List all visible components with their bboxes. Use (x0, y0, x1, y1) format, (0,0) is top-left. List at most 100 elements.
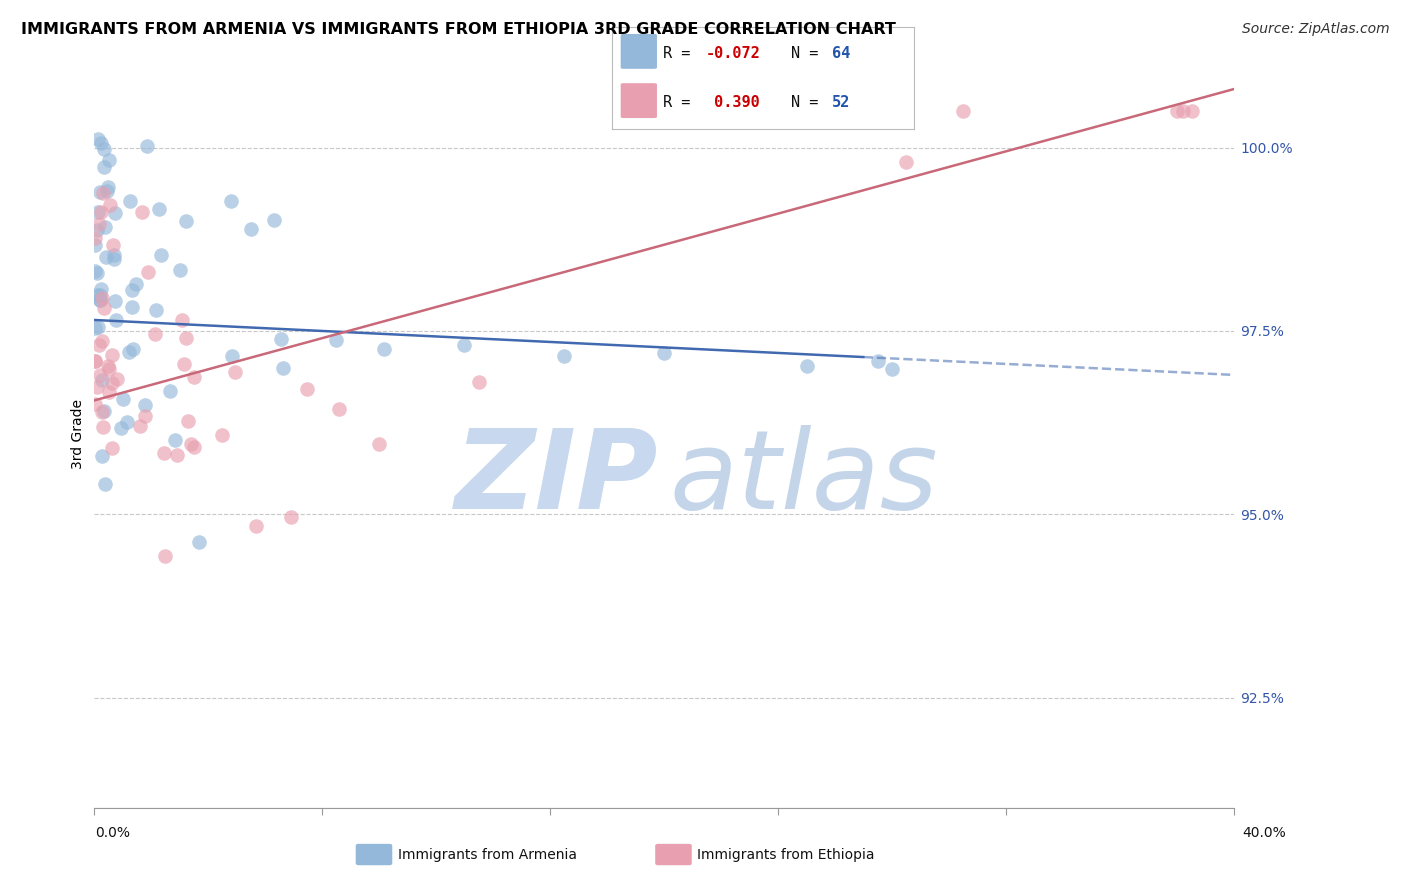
Point (183, 369, 205, 384)
Point (118, 345, 141, 359)
Point (94, 476, 117, 491)
Point (134, 398, 156, 412)
Point (84, 354, 107, 368)
Text: N =: N = (792, 95, 828, 111)
Point (174, 331, 197, 345)
Point (453, 338, 475, 352)
Point (98, 361, 121, 376)
Point (98, 198, 121, 212)
Point (280, 510, 302, 524)
Y-axis label: 3rd Grade: 3rd Grade (72, 399, 86, 468)
Point (97, 153, 120, 167)
Point (84, 264, 107, 278)
Point (120, 194, 142, 208)
Point (328, 401, 350, 416)
Point (553, 350, 575, 364)
Point (143, 327, 166, 342)
Point (1166, 103, 1188, 118)
Point (86, 380, 108, 394)
Point (100, 442, 122, 456)
Point (896, 155, 918, 169)
Point (297, 383, 319, 397)
Point (90, 136, 112, 150)
Point (103, 247, 125, 261)
Point (135, 138, 157, 153)
Text: Immigrants from Ethiopia: Immigrants from Ethiopia (697, 847, 875, 862)
Point (166, 448, 188, 462)
Point (367, 437, 389, 451)
Point (90, 282, 112, 296)
Text: IMMIGRANTS FROM ARMENIA VS IMMIGRANTS FROM ETHIOPIA 3RD GRADE CORRELATION CHART: IMMIGRANTS FROM ARMENIA VS IMMIGRANTS FR… (21, 22, 896, 37)
Point (89, 288, 111, 302)
Point (97, 384, 120, 399)
Point (174, 214, 197, 228)
Point (96, 250, 118, 264)
Point (90, 373, 112, 387)
FancyBboxPatch shape (620, 83, 657, 118)
Text: 64: 64 (832, 45, 851, 61)
Point (148, 202, 170, 216)
Point (96, 184, 118, 198)
Text: 52: 52 (832, 95, 851, 111)
Point (89, 368, 111, 382)
Point (89, 338, 111, 352)
Point (866, 354, 889, 368)
Point (84, 231, 107, 245)
Point (652, 346, 675, 360)
Point (169, 263, 191, 277)
Point (90, 205, 112, 219)
Point (84, 321, 107, 335)
Point (94, 220, 117, 235)
Point (796, 359, 818, 373)
Text: Immigrants from Armenia: Immigrants from Armenia (398, 847, 576, 862)
Text: -0.072: -0.072 (706, 45, 761, 61)
Point (86, 267, 108, 281)
Point (373, 343, 395, 357)
Point (188, 535, 211, 549)
Point (91, 450, 114, 464)
Point (170, 313, 193, 327)
Point (86, 223, 108, 237)
Point (1181, 103, 1204, 118)
Point (93, 142, 115, 156)
Point (121, 300, 143, 314)
Point (325, 333, 347, 347)
Point (87, 205, 110, 219)
Point (84, 397, 107, 411)
Point (952, 103, 974, 118)
Text: R =: R = (664, 45, 700, 61)
Point (91, 291, 114, 305)
Point (89, 293, 111, 308)
Text: N =: N = (792, 45, 828, 61)
Point (219, 194, 242, 208)
Point (105, 372, 128, 386)
Point (176, 413, 198, 427)
FancyBboxPatch shape (620, 34, 657, 69)
Point (125, 277, 148, 292)
Point (271, 360, 294, 375)
Point (84, 354, 107, 368)
Point (90, 405, 112, 419)
Point (87, 132, 110, 146)
Point (153, 446, 176, 460)
Text: R =: R = (664, 95, 700, 111)
Point (101, 376, 124, 390)
Point (104, 206, 127, 220)
Point (138, 265, 160, 279)
Point (87, 320, 110, 334)
Text: 0.0%: 0.0% (96, 826, 131, 839)
Point (183, 440, 205, 454)
Point (211, 428, 233, 442)
Text: 0.390: 0.390 (706, 95, 761, 111)
Point (467, 375, 489, 389)
Point (101, 237, 124, 252)
Point (180, 437, 202, 451)
Point (97, 359, 120, 373)
Point (111, 392, 134, 406)
Point (150, 248, 173, 262)
Text: atlas: atlas (669, 425, 938, 532)
Text: Source: ZipAtlas.com: Source: ZipAtlas.com (1241, 22, 1389, 37)
Point (117, 415, 139, 429)
Point (103, 252, 125, 267)
Point (91, 334, 114, 348)
